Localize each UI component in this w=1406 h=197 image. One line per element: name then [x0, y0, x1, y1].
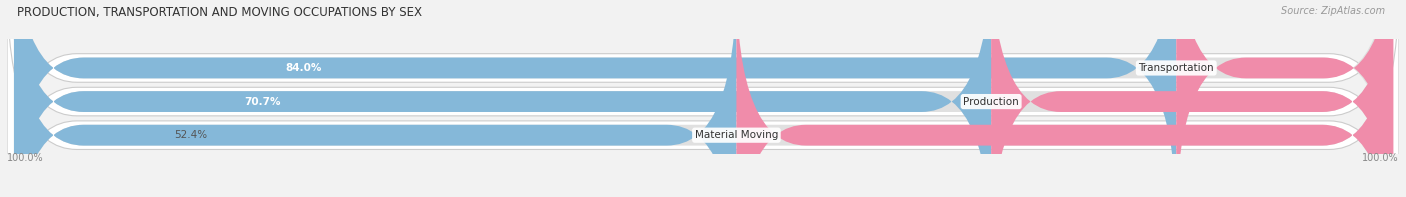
Text: 100.0%: 100.0%	[1362, 153, 1399, 163]
FancyBboxPatch shape	[7, 0, 1399, 197]
Text: Production: Production	[963, 97, 1019, 107]
Text: PRODUCTION, TRANSPORTATION AND MOVING OCCUPATIONS BY SEX: PRODUCTION, TRANSPORTATION AND MOVING OC…	[17, 6, 422, 19]
FancyBboxPatch shape	[14, 0, 737, 197]
FancyBboxPatch shape	[14, 0, 1392, 197]
FancyBboxPatch shape	[14, 0, 1392, 197]
Text: Source: ZipAtlas.com: Source: ZipAtlas.com	[1281, 6, 1385, 16]
Text: 100.0%: 100.0%	[7, 153, 44, 163]
Text: 84.0%: 84.0%	[285, 63, 322, 73]
FancyBboxPatch shape	[14, 0, 1392, 197]
FancyBboxPatch shape	[1177, 0, 1393, 197]
Text: Transportation: Transportation	[1139, 63, 1213, 73]
FancyBboxPatch shape	[737, 0, 1392, 197]
FancyBboxPatch shape	[14, 0, 1177, 197]
FancyBboxPatch shape	[991, 0, 1392, 197]
Text: 52.4%: 52.4%	[174, 130, 208, 140]
FancyBboxPatch shape	[14, 0, 991, 197]
FancyBboxPatch shape	[7, 0, 1399, 197]
Text: Material Moving: Material Moving	[695, 130, 778, 140]
Text: 70.7%: 70.7%	[245, 97, 281, 107]
FancyBboxPatch shape	[7, 0, 1399, 197]
